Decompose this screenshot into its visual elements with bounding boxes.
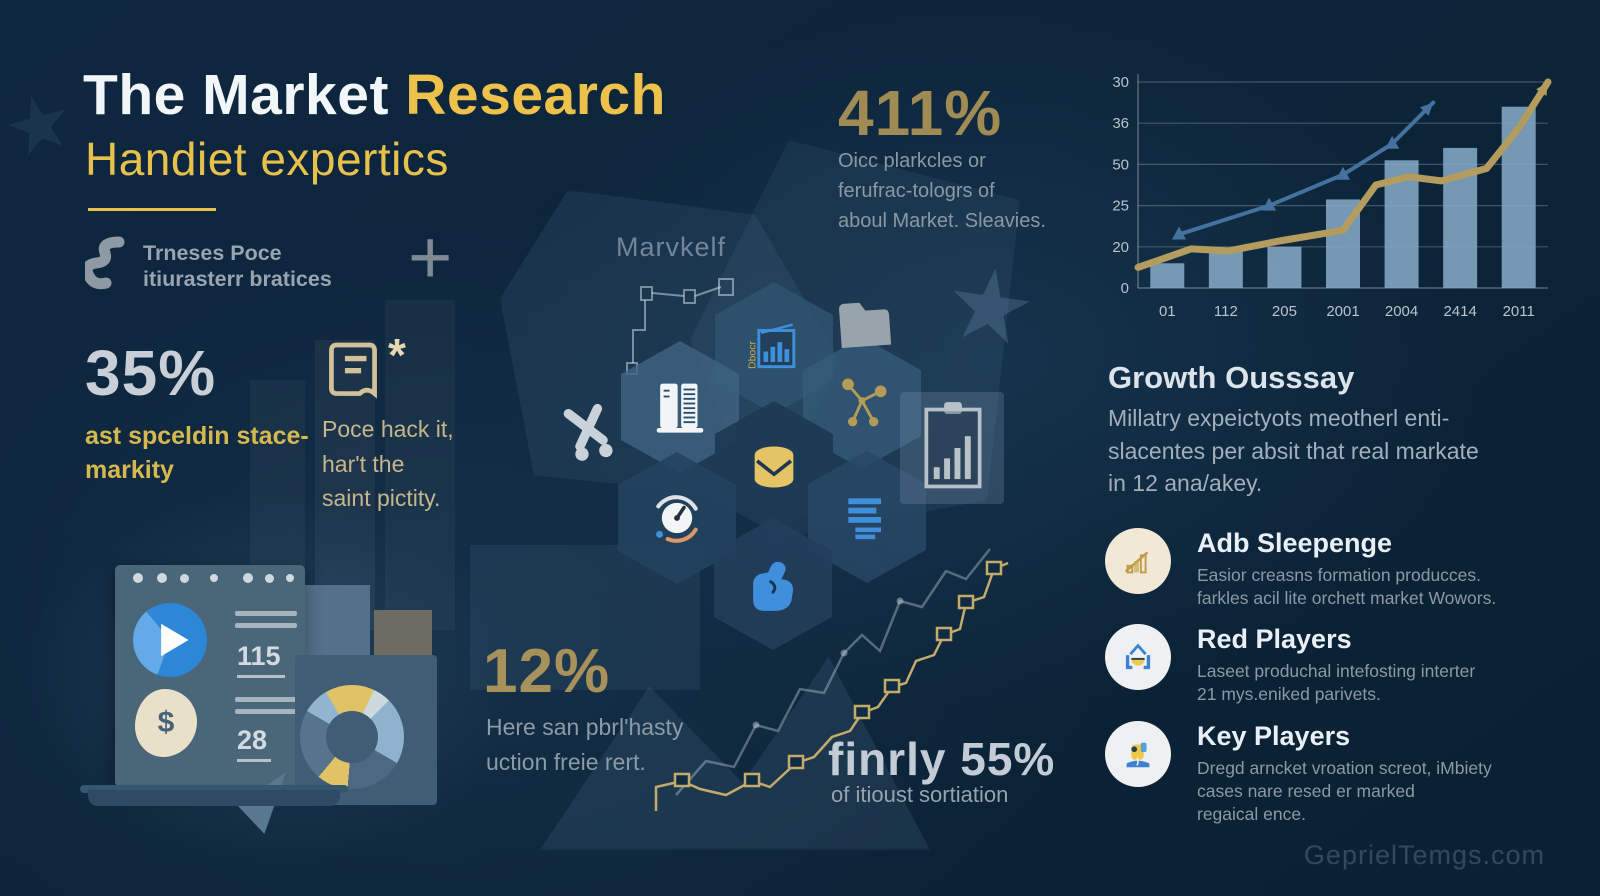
svg-text:30: 30	[1112, 74, 1129, 91]
title-underline	[88, 208, 216, 211]
scroll-note: Poce hack it, har't the saint pictity.	[322, 416, 454, 511]
dashboard-panel: 115 $ 28	[115, 565, 305, 787]
player-title: Key Players	[1197, 721, 1351, 751]
stepped-trend-decor	[654, 548, 1009, 811]
play-chart-icon	[133, 603, 207, 677]
title-white: The Market	[83, 63, 389, 127]
page-subtitle: Handiet expertics	[85, 133, 449, 185]
scroll-asterisk: *	[388, 329, 406, 381]
database-icon	[754, 446, 794, 488]
tagline: Trneses Poce itiurasterr bratices	[143, 240, 332, 292]
chart-doc-label: Dbocr	[746, 340, 758, 369]
svg-text:50: 50	[1112, 156, 1129, 173]
player-title: Red Players	[1197, 624, 1352, 654]
stat-411-desc: Oicc plarkcles or ferufrac-tologrs of ab…	[838, 150, 1046, 232]
player-icon-circle	[1105, 528, 1171, 594]
gauge-icon	[656, 495, 698, 543]
folder-icon	[830, 292, 900, 359]
market-stall-icon	[1125, 643, 1151, 670]
player-desc: Dregd arncket vroation screot, iMbiety c…	[1197, 758, 1492, 824]
stat-411-value: 411%	[838, 77, 1003, 149]
metric-value: 28	[237, 725, 272, 762]
scroll-document-icon	[322, 338, 384, 411]
svg-text:0: 0	[1121, 280, 1129, 297]
window-dot	[265, 574, 274, 583]
svg-text:01: 01	[1159, 303, 1176, 320]
tagline-line: Trneses Poce	[143, 241, 282, 265]
window-dot	[243, 573, 253, 583]
svg-text:2001: 2001	[1326, 303, 1359, 320]
svg-text:25: 25	[1112, 198, 1129, 215]
server-icon	[656, 383, 704, 433]
donut-chart	[300, 685, 404, 789]
player-title: Adb Sleepenge	[1197, 528, 1393, 558]
svg-text:36: 36	[1112, 115, 1129, 132]
player-desc: Laseet produchal intefosting interter 21…	[1197, 661, 1476, 704]
window-dot	[286, 574, 294, 582]
star-decoration-left	[1, 88, 77, 164]
stat-12-desc: Here san pbrl'hasty uction freie rert.	[486, 714, 684, 775]
stat-35-value: 35%	[85, 337, 217, 409]
stat-55-value: finrly 55%	[828, 733, 1056, 785]
center-label: Marvkelf	[616, 232, 727, 262]
flowchart-decor	[626, 278, 734, 375]
player-icon-circle	[1105, 721, 1171, 787]
title-accent: Research	[405, 63, 666, 127]
svg-text:20: 20	[1112, 239, 1129, 256]
currency-symbol: $	[157, 706, 175, 739]
growth-body: Millatry expeictyots meotherl enti- slac…	[1108, 405, 1479, 497]
network-icon	[842, 378, 887, 427]
metric-value: 115	[237, 641, 285, 678]
hexagon-tile	[714, 518, 832, 650]
svg-text:2004: 2004	[1385, 303, 1418, 320]
player-item: Red Players Laseet produchal intefosting…	[1105, 624, 1535, 706]
svg-text:2011: 2011	[1503, 303, 1535, 320]
player-icon-circle	[1105, 624, 1171, 690]
window-dot	[133, 573, 143, 583]
analyst-icon	[1126, 742, 1150, 768]
window-dot	[157, 573, 167, 583]
watermark: GeprielTemgs.com	[1303, 840, 1545, 870]
window-dot	[210, 574, 218, 582]
scissors-icon	[552, 391, 628, 473]
player-item: Adb Sleepenge Easior creasns formation p…	[1105, 528, 1535, 610]
growth-bars-icon	[1124, 551, 1149, 574]
player-desc: Easior creasns formation producces. fark…	[1197, 565, 1497, 608]
currency-blob: $	[135, 689, 197, 757]
chart-document-icon: Dbocr	[746, 323, 796, 369]
growth-chart: 30 36 50 25 20 0 01 112 205 2001 2004 2414 2011	[1112, 74, 1552, 320]
svg-text:112: 112	[1214, 303, 1238, 320]
svg-text:2414: 2414	[1443, 303, 1476, 320]
stat-12-value: 12%	[483, 637, 611, 706]
clipboard-chart-icon	[916, 398, 990, 503]
page-title: The Market Research	[83, 62, 666, 128]
hand-icon	[753, 561, 794, 611]
squiggle-icon	[81, 236, 131, 295]
tagline-line: itiurasterr bratices	[143, 267, 332, 292]
plus-glyph: +	[408, 215, 453, 300]
window-dot	[180, 574, 189, 583]
text-document-icon	[848, 498, 881, 540]
laptop-base	[88, 790, 340, 806]
laptop-base	[80, 785, 348, 793]
growth-heading: Growth Ousssay	[1108, 360, 1355, 395]
player-item: Key Players Dregd arncket vroation screo…	[1105, 721, 1535, 825]
star-decoration-center	[945, 263, 1035, 353]
stat-55-desc: of itioust sortiation	[831, 782, 1009, 807]
svg-text:205: 205	[1272, 303, 1297, 320]
stat-35-label: ast spceldin stace- markity	[85, 422, 309, 484]
